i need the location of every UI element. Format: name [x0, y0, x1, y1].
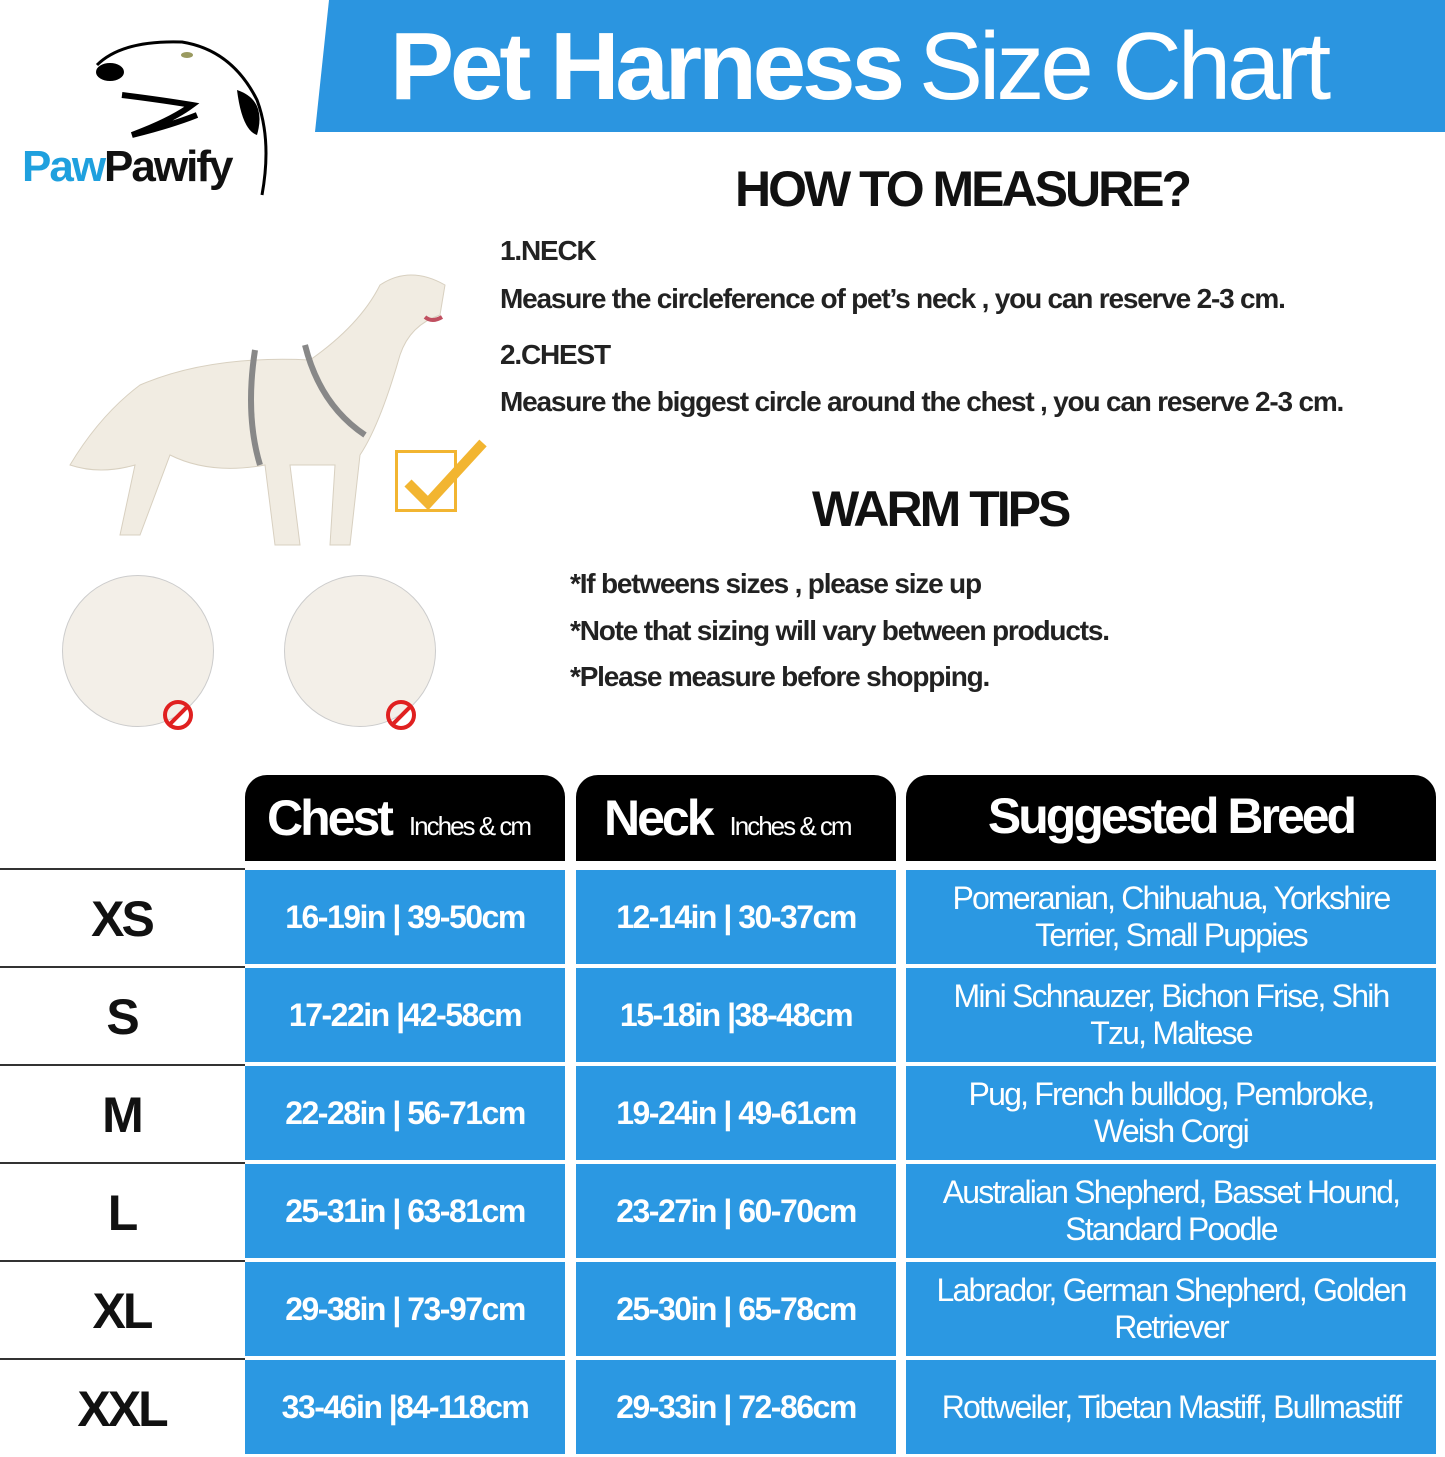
- chest-instructions: Measure the biggest circle around the ch…: [500, 386, 1344, 417]
- warm-tips-heading: WARM TIPS: [812, 481, 1071, 537]
- row-divider: [0, 1260, 245, 1262]
- checkmark-icon: [395, 439, 487, 512]
- neck-instructions: Measure the circleference of pet’s neck …: [500, 283, 1286, 314]
- breed-header-label: Suggested Breed: [987, 788, 1357, 844]
- neck-unit: Inches & cm: [729, 811, 853, 841]
- breed-cell: Pug, French bulldog, Pembroke, Weish Cor…: [906, 1066, 1436, 1160]
- row-divider: [0, 868, 245, 870]
- chest-label: 2.CHEST: [500, 339, 611, 370]
- chest-cell: 29-38in | 73-97cm: [245, 1262, 565, 1356]
- neck-label: 1.NECK: [500, 235, 597, 266]
- row-divider: [0, 1162, 245, 1164]
- wrong-chest-measure-image: [284, 575, 436, 727]
- tip-item: *Please measure before shopping.: [570, 661, 990, 692]
- chest-cell: 22-28in | 56-71cm: [245, 1066, 565, 1160]
- neck-cell: 15-18in |38-48cm: [576, 968, 896, 1062]
- logo-suffix: Pawify: [104, 142, 233, 191]
- title-banner: [315, 0, 1445, 132]
- size-label: S: [106, 988, 139, 1045]
- prohibited-icon: [386, 700, 416, 730]
- size-label: M: [102, 1086, 144, 1143]
- size-label: L: [107, 1184, 139, 1241]
- chest-header-label: Chest: [267, 790, 394, 846]
- title-light: Size Chart: [918, 13, 1331, 120]
- breed-cell: Labrador, German Shepherd, Golden Retrie…: [906, 1262, 1436, 1356]
- page-title: Pet Harness Size Chart: [390, 12, 1331, 122]
- chest-unit: Inches & cm: [408, 811, 532, 841]
- chest-cell: 25-31in | 63-81cm: [245, 1164, 565, 1258]
- logo-prefix: Paw: [22, 142, 106, 191]
- breed-cell: Australian Shepherd, Basset Hound, Stand…: [906, 1164, 1436, 1258]
- prohibited-icon: [163, 700, 193, 730]
- neck-cell: 25-30in | 65-78cm: [576, 1262, 896, 1356]
- row-divider: [0, 966, 245, 968]
- neck-cell: 29-33in | 72-86cm: [576, 1360, 896, 1454]
- neck-cell: 12-14in | 30-37cm: [576, 870, 896, 964]
- size-label: XL: [92, 1282, 154, 1339]
- title-bold: Pet Harness: [390, 13, 905, 120]
- tip-item: *If betweens sizes , please size up: [570, 568, 982, 599]
- breed-cell: Mini Schnauzer, Bichon Frise, Shih Tzu, …: [906, 968, 1436, 1062]
- how-to-measure-heading: HOW TO MEASURE?: [735, 161, 1192, 217]
- brand-logo: PawPawify: [22, 142, 233, 192]
- size-label: XS: [91, 890, 155, 947]
- row-divider: [0, 1358, 245, 1360]
- chest-cell: 33-46in |84-118cm: [245, 1360, 565, 1454]
- chest-cell: 17-22in |42-58cm: [245, 968, 565, 1062]
- breed-cell: Pomeranian, Chihuahua, Yorkshire Terrier…: [906, 870, 1436, 964]
- breed-header: Suggested Breed: [906, 775, 1436, 861]
- breed-cell: Rottweiler, Tibetan Mastiff, Bullmastiff: [906, 1360, 1436, 1454]
- size-label: XXL: [77, 1380, 168, 1437]
- chest-cell: 16-19in | 39-50cm: [245, 870, 565, 964]
- chest-header: Chest Inches & cm: [245, 775, 565, 861]
- neck-header-label: Neck: [604, 790, 715, 846]
- dog-logo-icon: [95, 40, 268, 196]
- tip-item: *Note that sizing will vary between prod…: [570, 615, 1110, 646]
- dog-illustration-icon: [69, 274, 446, 546]
- neck-cell: 19-24in | 49-61cm: [576, 1066, 896, 1160]
- neck-header: Neck Inches & cm: [576, 775, 896, 861]
- wrong-neck-measure-image: [62, 575, 214, 727]
- neck-cell: 23-27in | 60-70cm: [576, 1164, 896, 1258]
- row-divider: [0, 1064, 245, 1066]
